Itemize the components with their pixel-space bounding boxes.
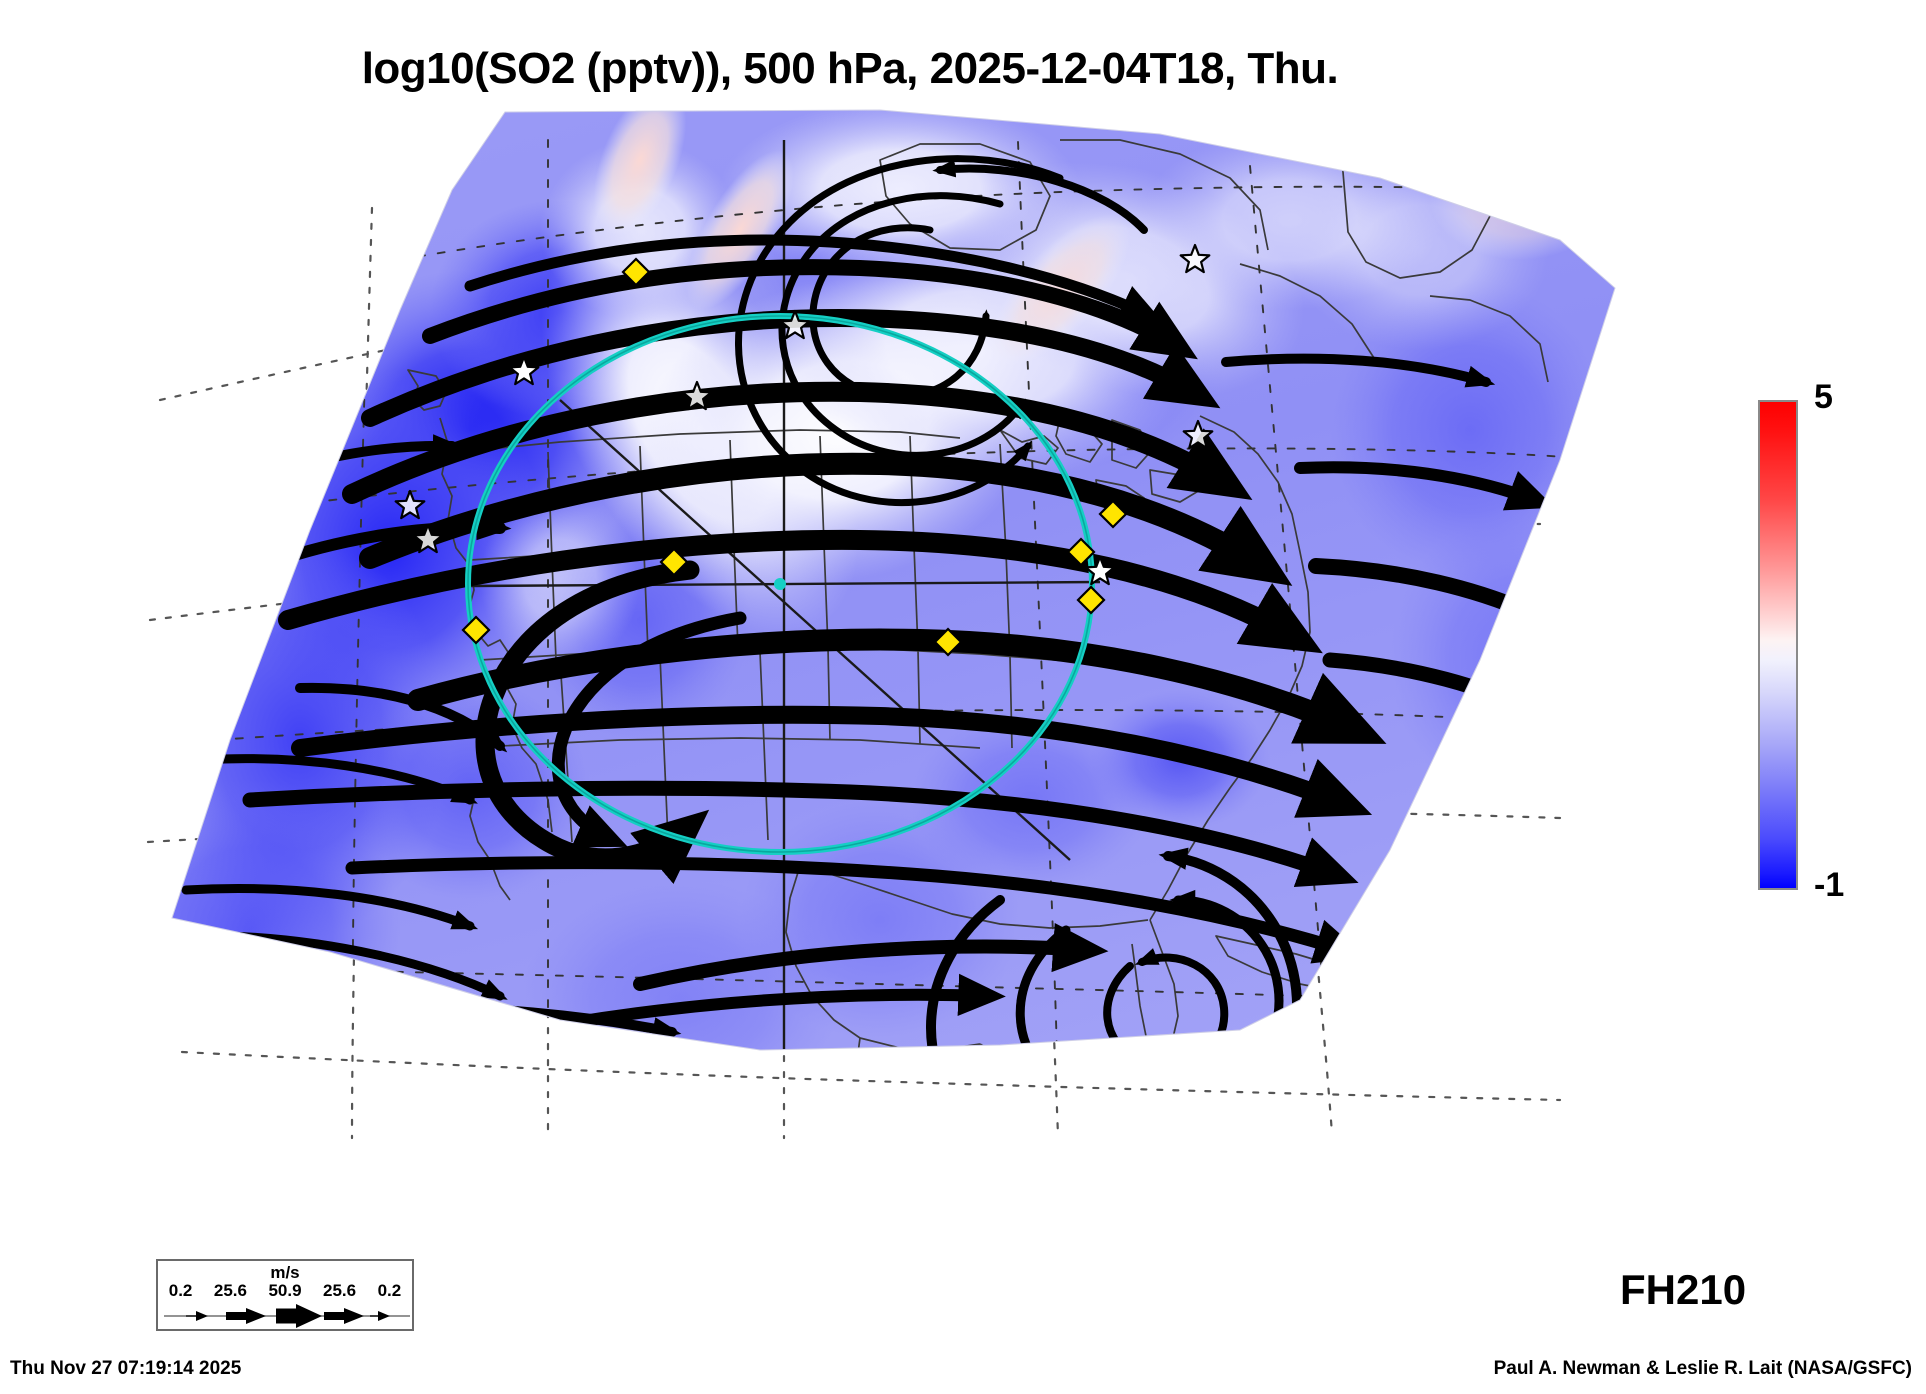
wind-tick-1: 25.6 xyxy=(213,1281,247,1300)
site-marker-star[interactable] xyxy=(681,380,713,411)
site-marker-diamond[interactable] xyxy=(1076,585,1106,615)
colorbar-max-label: 5 xyxy=(1814,378,1833,416)
wind-speed-legend: m/s 0.2 25.6 50.9 25.6 0.2 xyxy=(156,1259,414,1331)
wind-legend-arrow-scale xyxy=(164,1304,410,1328)
site-marker-diamond[interactable] xyxy=(933,627,963,657)
site-marker-star[interactable] xyxy=(1084,555,1116,586)
colorbar[interactable]: 5 -1 xyxy=(1758,378,1926,920)
generation-timestamp: Thu Nov 27 07:19:14 2025 xyxy=(10,1358,242,1379)
wind-tick-0: 0.2 xyxy=(168,1281,193,1300)
site-marker-star[interactable] xyxy=(1179,243,1211,274)
site-marker-star[interactable] xyxy=(412,523,444,554)
wind-tick-4: 0.2 xyxy=(377,1281,402,1300)
wind-streamlines xyxy=(181,155,1566,1050)
site-marker-diamond[interactable] xyxy=(1066,537,1096,567)
wind-legend-tick-labels: 0.2 25.6 50.9 25.6 0.2 xyxy=(158,1281,412,1301)
page-title: log10(SO2 (pptv)), 500 hPa, 2025-12-04T1… xyxy=(361,44,1339,93)
forecast-hour-label: FH210 xyxy=(1620,1266,1747,1313)
wind-legend-units: m/s xyxy=(270,1263,300,1282)
colorbar-gradient[interactable] xyxy=(1758,400,1798,890)
colorbar-min-label: -1 xyxy=(1814,866,1845,904)
site-marker-diamond[interactable] xyxy=(461,615,491,645)
site-marker-diamond[interactable] xyxy=(621,257,651,287)
wind-tick-3: 25.6 xyxy=(323,1281,357,1300)
site-marker-star[interactable] xyxy=(1182,419,1214,450)
star-markers[interactable] xyxy=(394,243,1214,586)
site-marker-star[interactable] xyxy=(394,489,426,520)
site-marker-star[interactable] xyxy=(508,355,540,386)
diamond-markers[interactable] xyxy=(461,257,1128,657)
site-marker-diamond[interactable] xyxy=(1098,499,1128,529)
author-credit: Paul A. Newman & Leslie R. Lait (NASA/GS… xyxy=(1493,1358,1912,1379)
wind-tick-2: 50.9 xyxy=(268,1281,302,1300)
site-marker-star[interactable] xyxy=(779,309,811,340)
map-boundary xyxy=(171,109,1616,1051)
region-center-dot xyxy=(774,578,786,590)
map-panel[interactable] xyxy=(0,100,1700,1260)
site-marker-diamond[interactable] xyxy=(659,547,689,577)
map-data-region xyxy=(172,110,1615,1050)
